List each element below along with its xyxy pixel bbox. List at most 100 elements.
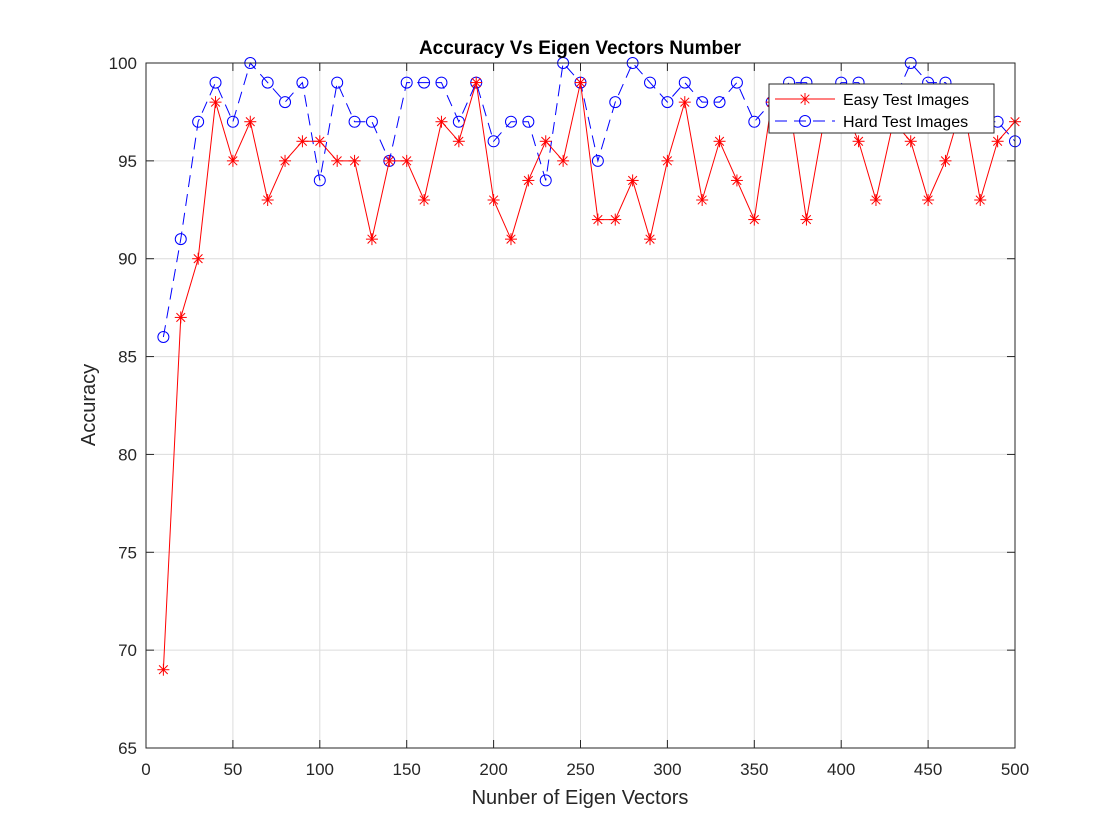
data-point-easy [157, 663, 170, 676]
y-tick-label: 100 [109, 54, 137, 73]
data-point-hard [504, 115, 517, 128]
x-tick-label: 450 [914, 760, 942, 779]
data-point-hard [609, 96, 622, 109]
data-point-easy [348, 154, 361, 167]
data-point-hard [487, 135, 500, 148]
y-tick-label: 80 [118, 445, 137, 464]
data-point-easy [748, 213, 761, 226]
data-point-easy [383, 154, 396, 167]
ticks [145, 62, 1016, 749]
data-point-easy [609, 213, 622, 226]
data-point-easy [296, 135, 309, 148]
data-point-hard [296, 76, 309, 89]
data-point-easy [504, 233, 517, 246]
data-point-hard [435, 76, 448, 89]
data-point-hard [522, 115, 535, 128]
data-point-easy [435, 115, 448, 128]
data-point-easy [713, 135, 726, 148]
data-point-hard [539, 174, 552, 187]
x-tick-label: 0 [141, 760, 150, 779]
data-point-easy [400, 154, 413, 167]
data-point-easy [522, 174, 535, 187]
data-point-hard [713, 96, 726, 109]
y-tick-label: 75 [118, 543, 137, 562]
data-point-easy [192, 252, 205, 265]
x-tick-label: 250 [566, 760, 594, 779]
data-point-easy [174, 311, 187, 324]
y-tick-label: 65 [118, 739, 137, 758]
y-tick-label: 90 [118, 250, 137, 269]
data-point-easy [661, 154, 674, 167]
data-point-easy [591, 213, 604, 226]
data-point-easy [644, 233, 657, 246]
data-point-easy [261, 194, 274, 206]
data-point-easy [557, 154, 570, 167]
data-point-easy [244, 115, 257, 128]
data-point-easy [730, 174, 743, 187]
x-tick-label: 350 [740, 760, 768, 779]
data-point-hard [730, 76, 743, 89]
x-tick-label: 200 [479, 760, 507, 779]
data-point-easy [922, 194, 935, 206]
x-axis-label: Nunber of Eigen Vectors [472, 787, 689, 809]
legend-marker-easy-shape [799, 93, 811, 105]
legend-marker-easy [799, 93, 811, 105]
x-tick-label: 500 [1001, 760, 1029, 779]
data-point-easy [279, 154, 292, 167]
data-point-easy [470, 76, 483, 89]
data-point-hard [192, 115, 205, 128]
data-point-hard [174, 233, 187, 246]
data-point-easy [226, 154, 239, 167]
data-point-easy [626, 174, 639, 187]
legend: Easy Test Images Hard Test Images [768, 83, 995, 134]
data-point-hard [365, 115, 378, 128]
legend-label-hard: Hard Test Images [843, 114, 968, 131]
data-point-hard [261, 76, 274, 89]
y-tick-label: 85 [118, 348, 137, 367]
data-point-hard [678, 76, 691, 89]
data-point-hard [157, 331, 170, 343]
data-point-easy [800, 213, 813, 226]
data-point-easy [974, 194, 987, 206]
data-point-hard [696, 96, 709, 109]
data-point-easy [452, 135, 465, 148]
y-axis-label: Accuracy [78, 364, 100, 446]
data-point-hard [644, 76, 657, 89]
data-point-hard [591, 154, 604, 167]
data-point-easy [678, 96, 691, 109]
data-point-hard [348, 115, 361, 128]
legend-label-easy: Easy Test Images [843, 92, 969, 109]
data-point-hard [313, 174, 326, 187]
data-point-easy [365, 233, 378, 246]
x-tick-label: 300 [653, 760, 681, 779]
data-point-hard [209, 76, 222, 89]
data-point-hard [418, 76, 431, 89]
data-point-hard [226, 115, 239, 128]
tick-labels: 0 50 100 150 200 250 300 350 400 450 500 65 70 75 80 85… [109, 54, 1030, 779]
x-tick-label: 150 [393, 760, 421, 779]
data-point-hard [331, 76, 344, 89]
data-point-easy [209, 96, 222, 109]
legend-marker-hard-shape [799, 115, 811, 127]
y-tick-label: 70 [118, 641, 137, 660]
data-point-hard [661, 96, 674, 109]
data-point-easy [904, 135, 917, 148]
data-point-hard [279, 96, 292, 109]
legend-marker-hard [799, 115, 811, 127]
legend-box [768, 83, 995, 134]
data-point-easy [574, 76, 587, 89]
x-tick-label: 100 [306, 760, 334, 779]
data-point-easy [487, 194, 500, 206]
data-point-easy [991, 135, 1004, 148]
data-point-easy [696, 194, 709, 206]
x-tick-label: 50 [223, 760, 242, 779]
chart-title: Accuracy Vs Eigen Vectors Number [419, 38, 742, 59]
data-point-easy [418, 194, 431, 206]
data-point-hard [400, 76, 413, 89]
data-point-hard [748, 115, 761, 128]
data-point-easy [539, 135, 552, 148]
data-point-easy [852, 135, 865, 148]
data-point-easy [939, 154, 952, 167]
data-point-easy [869, 194, 882, 206]
